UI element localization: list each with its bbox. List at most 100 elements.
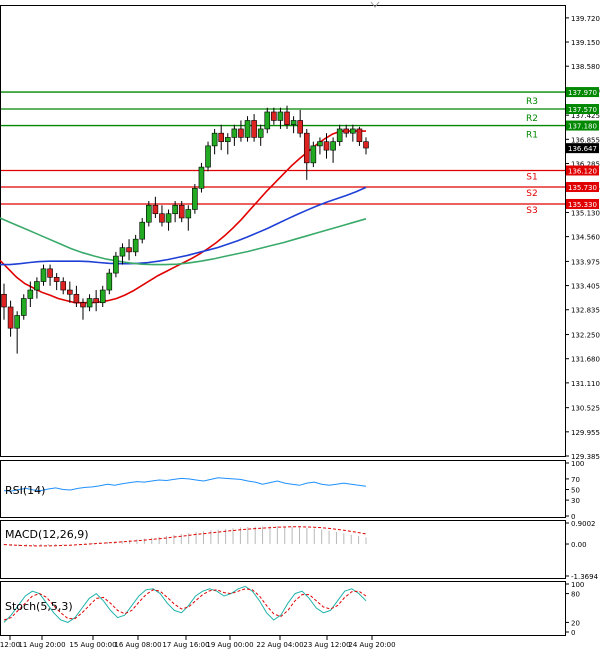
price-tick-label: 134.560 (571, 234, 600, 242)
candle-body (113, 255, 119, 274)
sr-levels: R3 R2 R1 S1 S2 S3 (1, 91, 565, 216)
candle-body (310, 145, 317, 164)
price-tick-label: 133.405 (571, 283, 600, 291)
level-badge-r3 (566, 87, 599, 98)
time-tick-label: 15 Aug 00:00 (69, 641, 116, 649)
level-name-s3: S3 (526, 206, 537, 216)
price-tick-label: 129.385 (571, 453, 600, 461)
price-tick-label: 138.580 (571, 63, 600, 71)
candle-body (317, 141, 323, 147)
candle-body (192, 187, 198, 210)
level-name-s1: S1 (526, 172, 537, 182)
current-price-label: 136.647 (568, 145, 597, 153)
candles (1, 105, 369, 354)
indicator-tick-label: 0 (571, 629, 575, 637)
candle-body (53, 277, 60, 282)
candle-body (1, 293, 7, 308)
candle-body (80, 302, 86, 308)
level-name-s2: S2 (526, 189, 537, 199)
candle-body (205, 145, 211, 168)
scroll-arrow-icon (370, 1, 380, 8)
time-tick-label: 11 Aug 20:00 (18, 641, 65, 649)
candle-body (86, 298, 93, 308)
candle-body (356, 128, 363, 142)
candle-body (146, 204, 152, 223)
price-tick-label: 136.855 (571, 136, 600, 144)
price-tick-label: 129.955 (571, 429, 600, 437)
macd-label: MACD(12,26,9) (5, 528, 89, 541)
candle-body (20, 298, 27, 316)
candle-body (7, 306, 14, 329)
candle-body (231, 128, 238, 138)
level-name-r2: R2 (526, 114, 538, 124)
indicator-tick-label: 30 (571, 497, 580, 505)
indicator-tick-label: 50 (571, 487, 580, 495)
candle-body (244, 120, 251, 138)
candle-body (350, 128, 356, 134)
candle-body (343, 128, 350, 134)
candle-body (132, 238, 139, 253)
candle-body (40, 268, 47, 282)
price-tick-label: 132.250 (571, 332, 600, 340)
time-tick-label: 22 Aug 04:00 (256, 641, 303, 649)
candle-body (330, 141, 336, 151)
candle-body (159, 213, 165, 223)
price-tick-label: 132.835 (571, 307, 600, 315)
candle-body (106, 272, 113, 291)
price-tick-label: 135.130 (571, 209, 600, 217)
stoch-label: Stoch(5,5,3) (5, 600, 73, 613)
level-name-r3: R3 (526, 97, 538, 107)
price-tick-label: 130.525 (571, 405, 600, 413)
candle-body (198, 166, 205, 189)
time-tick-label: 16 Aug 08:00 (114, 641, 161, 649)
price-tick-label: 131.110 (571, 380, 600, 388)
price-tick-label: 136.285 (571, 160, 600, 168)
candle-body (152, 204, 159, 215)
stoch-panel: 100 80 20 0 Stoch(5,5,3) (3, 581, 584, 637)
macd-panel: 0.9002 0.00 -1.3694 MACD(12,26,9) (3, 520, 599, 581)
candle-body (178, 204, 185, 219)
candle-body (271, 111, 277, 121)
level-name-r1: R1 (526, 131, 538, 141)
candle-body (14, 315, 20, 329)
indicator-tick-label: 80 (571, 591, 580, 599)
candle-body (165, 213, 172, 223)
candle-body (126, 247, 132, 253)
level-badge-r2 (566, 104, 599, 115)
candle-body (99, 289, 106, 304)
indicator-tick-label: 0 (571, 513, 575, 521)
candle-body (251, 120, 257, 138)
candle-body (297, 120, 303, 134)
candle-body (277, 111, 284, 121)
time-tick-label: 24 Aug 20:00 (348, 641, 395, 649)
candle-body (284, 111, 290, 125)
price-axis: 139.720139.150138.580138.010137.425136.8… (565, 15, 600, 461)
indicator-tick-label: 20 (571, 619, 580, 627)
price-tick-label: 137.425 (571, 112, 600, 120)
candle-body (303, 132, 310, 164)
level-badge-s3 (566, 198, 599, 209)
indicator-tick-label: 100 (571, 581, 584, 589)
indicator-tick-label: 0.9002 (571, 520, 596, 528)
candle-body (34, 281, 40, 291)
candle-body (185, 209, 192, 219)
candle-body (257, 128, 264, 138)
candle-body (363, 141, 369, 149)
time-tick-label: 19 Aug 00:00 (206, 641, 253, 649)
time-tick-label: 12:00 (0, 641, 20, 649)
candle-body (67, 289, 73, 295)
indicator-tick-label: -1.3694 (571, 573, 599, 581)
candle-body (323, 141, 330, 151)
level-badge-label: 137.970 (568, 89, 597, 97)
level-badge-label: 135.330 (568, 201, 597, 209)
stoch-main-line (3, 585, 367, 623)
price-tick-label: 139.150 (571, 39, 600, 47)
level-badge-r1 (566, 120, 599, 131)
indicator-tick-label: 0.00 (571, 541, 587, 549)
candle-body (60, 281, 67, 291)
rsi-line (3, 477, 367, 492)
candle-body (27, 289, 34, 299)
